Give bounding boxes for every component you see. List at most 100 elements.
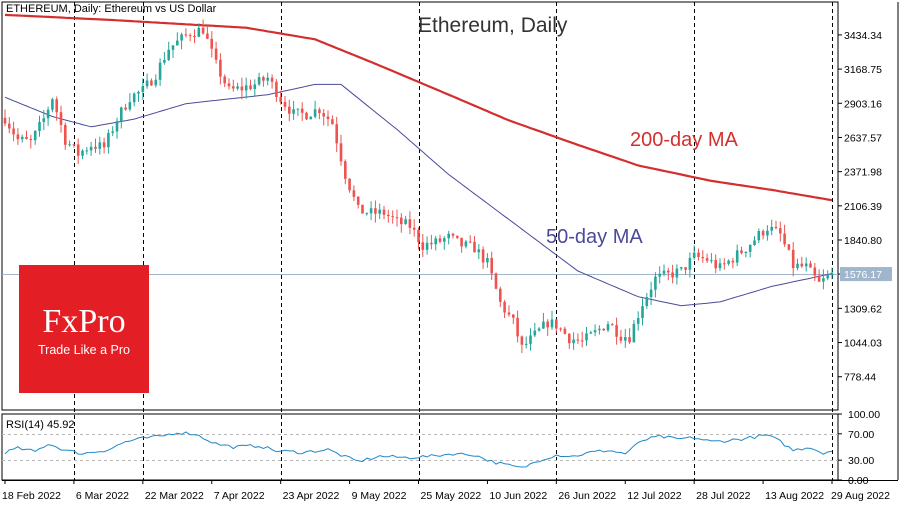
- candle-body: [76, 144, 80, 156]
- candle: [344, 159, 347, 185]
- candle-body: [804, 263, 808, 267]
- candle: [210, 31, 213, 58]
- candle: [667, 267, 670, 281]
- candle: [611, 323, 614, 326]
- candle-body: [434, 238, 437, 245]
- candle: [76, 138, 80, 164]
- candle-body: [318, 109, 321, 113]
- candle-body: [654, 276, 657, 290]
- candle-body: [395, 217, 399, 219]
- candle: [356, 196, 360, 209]
- candle: [486, 253, 489, 268]
- candle-body: [559, 328, 562, 330]
- candle-body: [408, 219, 412, 228]
- candle: [98, 136, 102, 155]
- candle: [770, 219, 773, 236]
- candle: [51, 97, 54, 113]
- candle-body: [671, 272, 674, 278]
- candle-body: [201, 27, 205, 34]
- price-tick-label: 1044.03: [844, 338, 882, 350]
- candle: [279, 90, 282, 105]
- candle: [507, 305, 511, 317]
- symbol-label: ETHEREUM, Daily: Ethereum vs US Dollar: [6, 3, 217, 15]
- candle: [236, 82, 239, 91]
- candle-body: [585, 333, 588, 341]
- candle: [59, 105, 63, 133]
- candle-body: [809, 263, 812, 268]
- candle: [158, 58, 162, 86]
- candle: [137, 90, 140, 102]
- candle-body: [533, 330, 537, 336]
- candle-body: [516, 317, 519, 337]
- candle-body: [499, 288, 502, 302]
- candle: [55, 96, 58, 121]
- candle-body: [38, 121, 41, 131]
- candle: [533, 322, 537, 338]
- candle-body: [576, 339, 580, 341]
- candle: [313, 100, 317, 119]
- candle-body: [275, 81, 278, 98]
- candle-body: [688, 257, 692, 270]
- candle-body: [68, 144, 71, 146]
- candle: [710, 253, 713, 264]
- candle: [671, 264, 674, 284]
- candle: [796, 258, 799, 271]
- candle-body: [774, 226, 778, 229]
- date-tick-label: 13 Aug 2022: [765, 490, 824, 502]
- candle-body: [830, 272, 834, 276]
- candle: [20, 134, 24, 143]
- candle-body: [339, 143, 343, 162]
- candle: [830, 267, 834, 280]
- candle-body: [206, 33, 209, 39]
- candle: [120, 106, 123, 129]
- axes-layer: 3434.34 3168.75 2903.16 2637.57 2371.98 2106.…: [2, 2, 899, 502]
- candle-body: [473, 241, 476, 253]
- candle: [12, 121, 15, 142]
- candle-body: [658, 273, 661, 277]
- candle-body: [580, 340, 584, 342]
- candle-body: [783, 233, 786, 245]
- candle-body: [477, 249, 481, 253]
- date-tick-label: 23 Apr 2022: [283, 490, 340, 502]
- candle-body: [787, 244, 791, 250]
- candle: [365, 212, 369, 216]
- candle-body: [51, 99, 54, 110]
- candle: [430, 235, 433, 250]
- ma200-line: [4, 13, 833, 202]
- candle-body: [494, 273, 498, 289]
- price-tick-label: 2371.98: [844, 167, 882, 179]
- candle-body: [524, 343, 528, 345]
- candle: [628, 328, 631, 345]
- candle-body: [369, 208, 373, 214]
- candle: [546, 319, 549, 336]
- candle-body: [193, 36, 196, 38]
- price-layer: [2, 13, 838, 353]
- candle: [477, 244, 481, 259]
- candle-body: [826, 275, 829, 279]
- candle-body: [361, 204, 364, 214]
- candle: [391, 210, 394, 224]
- candle-body: [791, 249, 795, 269]
- candle: [649, 281, 653, 305]
- candle: [809, 260, 812, 268]
- candle-body: [779, 228, 782, 234]
- candle-body: [244, 85, 248, 91]
- candle-body: [723, 263, 726, 265]
- candle-body: [94, 146, 97, 149]
- candle-body: [572, 339, 575, 344]
- candle: [555, 319, 558, 333]
- candle: [598, 325, 601, 335]
- candle-body: [33, 131, 37, 141]
- candle-body: [529, 335, 532, 344]
- candle-body: [555, 319, 558, 329]
- candle-body: [710, 260, 713, 262]
- candle-body: [227, 83, 231, 87]
- candle: [494, 272, 498, 290]
- candle-body: [262, 77, 265, 81]
- candle: [150, 78, 153, 86]
- candle-body: [197, 27, 201, 37]
- current-price-tag: [840, 267, 892, 282]
- candle-body: [705, 258, 709, 261]
- candle-body: [158, 62, 162, 80]
- candle-body: [507, 312, 511, 315]
